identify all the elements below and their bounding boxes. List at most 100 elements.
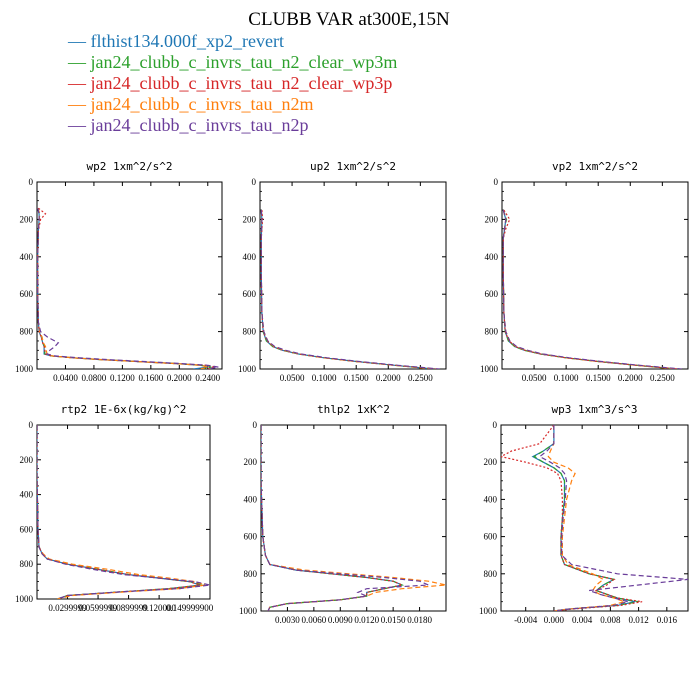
x-tick-label: 0.0150 xyxy=(381,615,406,625)
series-line-5 xyxy=(502,209,682,369)
y-tick-label: 400 xyxy=(20,252,34,262)
y-tick-label: 0 xyxy=(494,177,499,187)
x-tick-label: 0.1500 xyxy=(586,373,611,383)
panel-title: wp3 1xm^3/s^3 xyxy=(551,403,637,416)
series-line-1 xyxy=(531,425,636,611)
series-line-3 xyxy=(261,425,404,611)
y-tick-label: 0 xyxy=(253,420,258,430)
series-line-1 xyxy=(261,425,404,611)
x-tick-label: 0.2000 xyxy=(618,373,643,383)
x-tick-label: 0.2500 xyxy=(650,373,675,383)
series-line-1 xyxy=(502,209,676,369)
panel-5: thlp2 1xK^2 0 200 400 600 800 1000 0.0030 0.0060… xyxy=(239,403,447,625)
x-tick-label: 0.0060 xyxy=(301,615,326,625)
panel-3: vp2 1xm^2/s^2 0 200 400 600 800 1000 0.0500 0.10… xyxy=(480,160,689,383)
y-tick-label: 400 xyxy=(485,252,499,262)
x-tick-label: 0.2000 xyxy=(376,373,401,383)
legend-entry-4: — jan24_clubb_c_invrs_tau_n2m xyxy=(67,94,313,114)
legend-entry-1: — flthist134.000f_xp2_revert xyxy=(67,31,284,51)
series-line-2 xyxy=(260,210,434,369)
series-line-4 xyxy=(502,209,676,369)
plot-frame xyxy=(36,181,223,370)
y-tick-label: 400 xyxy=(244,494,258,504)
x-tick-label: 0.0599999 xyxy=(79,603,118,613)
panel-6: wp3 1xm^3/s^3 0 200 400 600 800 1000 -0.004 0.00… xyxy=(479,403,689,625)
y-tick-label: 800 xyxy=(243,327,257,337)
panel-title: wp2 1xm^2/s^2 xyxy=(86,160,172,173)
x-tick-label: 0.000 xyxy=(544,615,565,625)
panel-title: vp2 1xm^2/s^2 xyxy=(552,160,638,173)
panel-2: up2 1xm^2/s^2 0 200 400 600 800 1000 0.0500 0.10… xyxy=(238,160,447,383)
series-line-5 xyxy=(260,210,440,369)
panel-title: rtp2 1E-6x(kg/kg)^2 xyxy=(61,403,187,416)
plot-frame xyxy=(501,181,689,370)
y-tick-label: 200 xyxy=(484,457,498,467)
x-tick-label: 0.004 xyxy=(572,615,593,625)
y-tick-label: 0 xyxy=(29,420,34,430)
y-tick-label: 400 xyxy=(20,490,34,500)
panel-title: up2 1xm^2/s^2 xyxy=(310,160,396,173)
series-line-3 xyxy=(502,209,679,369)
legend-entry-3: — jan24_clubb_c_invrs_tau_n2_clear_wp3p xyxy=(67,73,392,93)
x-tick-label: 0.016 xyxy=(657,615,678,625)
x-tick-label: 0.0800 xyxy=(82,373,107,383)
x-tick-label: 0.0120 xyxy=(354,615,379,625)
series-line-1 xyxy=(37,208,208,369)
x-tick-label: 0.120000 xyxy=(142,603,176,613)
series-line-2 xyxy=(37,207,212,369)
series-line-4 xyxy=(37,207,211,369)
panel-1: wp2 1xm^2/s^2 0 200 400 600 800 1000 0.0400 0.08… xyxy=(15,160,223,383)
y-tick-label: 200 xyxy=(20,455,34,465)
series-line-2 xyxy=(37,425,206,599)
legend: — flthist134.000f_xp2_revert — jan24_club… xyxy=(67,31,397,135)
y-tick-label: 1000 xyxy=(479,606,498,616)
y-tick-label: 1000 xyxy=(15,364,34,374)
y-tick-label: 600 xyxy=(20,524,34,534)
panels: wp2 1xm^2/s^2 0 200 400 600 800 1000 0.0400 0.08… xyxy=(15,160,689,625)
series-line-3 xyxy=(260,210,437,369)
series-line-1 xyxy=(260,210,434,369)
y-tick-label: 800 xyxy=(244,569,258,579)
y-tick-label: 600 xyxy=(244,532,258,542)
y-tick-label: 1000 xyxy=(15,594,34,604)
x-tick-label: 0.2000 xyxy=(167,373,192,383)
series-line-2 xyxy=(502,209,676,369)
y-tick-label: 600 xyxy=(484,532,498,542)
plot-frame xyxy=(500,424,689,612)
y-tick-label: 0 xyxy=(493,420,498,430)
x-tick-label: 0.1200 xyxy=(110,373,135,383)
series-line-5 xyxy=(37,425,210,599)
y-tick-label: 800 xyxy=(20,327,34,337)
plot-frame xyxy=(260,424,447,612)
x-tick-label: 0.0500 xyxy=(522,373,547,383)
x-tick-label: 0.149999900 xyxy=(166,603,214,613)
series-line-3 xyxy=(37,207,218,369)
plot-frame xyxy=(259,181,447,370)
y-tick-label: 400 xyxy=(484,494,498,504)
y-tick-label: 200 xyxy=(244,457,258,467)
series-line-4 xyxy=(547,425,627,611)
figure-title: CLUBB VAR at300E,15N xyxy=(248,9,450,30)
x-tick-label: 0.0899999 xyxy=(109,603,148,613)
y-tick-label: 200 xyxy=(20,214,34,224)
series-line-3 xyxy=(501,425,643,611)
x-tick-label: 0.0030 xyxy=(275,615,300,625)
legend-entry-5: — jan24_clubb_c_invrs_tau_n2p xyxy=(67,115,308,135)
y-tick-label: 800 xyxy=(20,559,34,569)
x-tick-label: 0.0500 xyxy=(280,373,305,383)
x-tick-label: 0.2500 xyxy=(408,373,433,383)
x-tick-label: 0.0299999 xyxy=(48,603,87,613)
y-tick-label: 800 xyxy=(485,327,499,337)
x-tick-label: 0.1600 xyxy=(138,373,163,383)
x-tick-label: -0.004 xyxy=(514,615,538,625)
series-line-2 xyxy=(533,425,639,611)
x-tick-label: 0.2400 xyxy=(195,373,220,383)
x-tick-label: 0.1500 xyxy=(344,373,369,383)
x-tick-label: 0.008 xyxy=(600,615,621,625)
x-tick-label: 0.1000 xyxy=(554,373,579,383)
x-tick-label: 0.1000 xyxy=(312,373,337,383)
series-line-5 xyxy=(261,425,429,611)
y-tick-label: 200 xyxy=(485,214,499,224)
y-tick-label: 0 xyxy=(29,177,34,187)
